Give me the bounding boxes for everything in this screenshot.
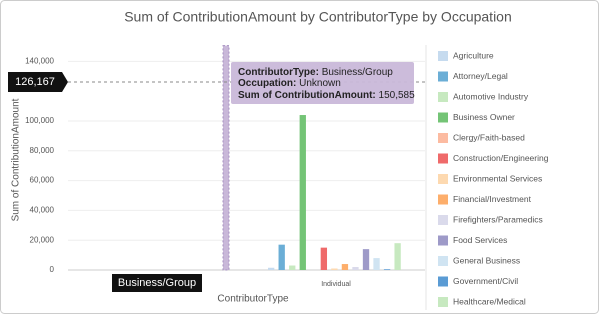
legend-label: Financial/Investment — [453, 194, 532, 204]
legend-swatch — [438, 51, 448, 61]
y-tick-label: 80,000 — [30, 146, 55, 155]
tooltip-key: Occupation: — [238, 78, 296, 89]
bar — [341, 264, 349, 270]
bar — [352, 267, 359, 270]
y-tick-label: 0 — [50, 265, 55, 274]
legend-swatch — [438, 256, 448, 266]
legend-swatch — [438, 297, 448, 307]
x-tick-label: Individual — [321, 281, 351, 288]
legend-swatch — [438, 71, 448, 82]
legend-label: Clergy/Faith-based — [453, 132, 525, 142]
tooltip-line: Sum of ContributionAmount: 150,585 — [238, 90, 415, 101]
legend-swatch — [438, 276, 448, 287]
legend-label: Attorney/Legal — [453, 71, 508, 81]
bar — [278, 244, 285, 270]
legend-label: General Business — [453, 255, 520, 265]
x-tick-label: Business/Group — [118, 277, 196, 289]
legend-swatch — [438, 133, 448, 143]
crosshair-label: 126,167 — [15, 76, 55, 88]
tooltip-line: Occupation: Unknown — [238, 78, 341, 89]
legend-label: Automotive Industry — [453, 91, 529, 101]
bar — [268, 267, 275, 270]
tooltip-key: Sum of ContributionAmount: — [238, 90, 376, 101]
tooltip-key: ContributorType: — [238, 67, 319, 78]
bar — [331, 268, 338, 270]
category-label-box — [112, 274, 202, 292]
x-axis-title: ContributorType — [217, 294, 289, 305]
legend-swatch — [438, 92, 448, 102]
crosshair-label-box — [8, 72, 68, 93]
y-tick-label: 60,000 — [30, 176, 55, 185]
legend-swatch — [438, 174, 448, 184]
tooltip-value: 150,585 — [379, 90, 416, 101]
legend-swatch — [438, 194, 448, 205]
y-tick-label: 140,000 — [25, 57, 54, 66]
bar — [394, 243, 401, 270]
bar — [299, 115, 306, 270]
bar — [383, 269, 391, 270]
tooltip-box — [231, 62, 414, 104]
y-tick-label: 20,000 — [30, 235, 55, 244]
y-axis-title: Sum of ContributionAmount — [11, 98, 22, 221]
tooltip-value: Business/Group — [322, 67, 394, 78]
legend-label: Firefighters/Paramedics — [453, 214, 543, 224]
legend-label: Construction/Engineering — [453, 153, 549, 163]
legend-swatch — [438, 235, 448, 246]
legend-swatch — [438, 215, 448, 225]
bar — [362, 249, 370, 270]
y-tick-label: 40,000 — [30, 206, 55, 215]
legend-label: Government/Civil — [453, 276, 518, 286]
legend-label: Healthcare/Medical — [453, 296, 526, 306]
legend-swatch — [438, 153, 448, 164]
bar — [320, 247, 328, 270]
legend-label: Business Owner — [453, 112, 515, 122]
legend-label: Agriculture — [453, 50, 494, 60]
tooltip-value: Unknown — [299, 78, 341, 89]
tooltip-line: ContributorType: Business/Group — [238, 67, 393, 78]
bar — [373, 258, 380, 270]
legend-swatch — [438, 112, 448, 123]
bar — [289, 265, 296, 270]
chart-title: Sum of ContributionAmount by Contributor… — [124, 9, 512, 25]
y-tick-label: 100,000 — [25, 116, 54, 125]
legend-label: Food Services — [453, 235, 507, 245]
highlighted-bar — [222, 45, 230, 271]
legend-label: Environmental Services — [453, 173, 542, 183]
